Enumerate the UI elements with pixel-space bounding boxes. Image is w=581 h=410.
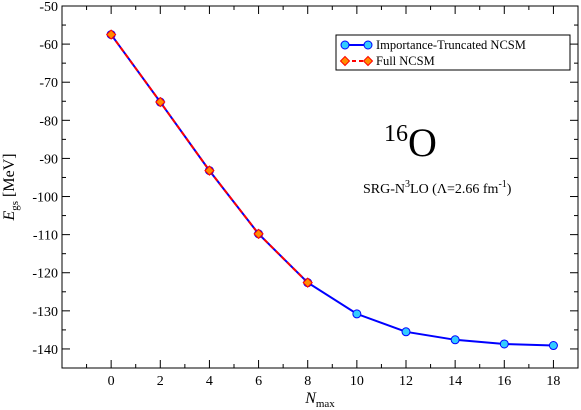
data-point-0 (450, 335, 460, 345)
data-point-1 (204, 165, 215, 176)
data-point-0 (352, 309, 362, 319)
y-tick-label: -60 (39, 38, 58, 53)
legend-marker-full-ncsm (339, 55, 351, 67)
data-point-1 (155, 96, 166, 108)
legend-marker-it-ncsm (340, 40, 350, 50)
nucleus-label: 16O (384, 120, 437, 165)
series-line-1 (110, 33, 309, 284)
y-tick-label: -140 (32, 343, 58, 358)
data-point-0 (499, 339, 509, 349)
data-point-1 (253, 228, 264, 240)
x-axis-title: Nmax (304, 390, 335, 410)
y-tick-label: -70 (39, 76, 58, 91)
plot-frame (61, 5, 579, 369)
legend: Importance-Truncated NCSM Full NCSM (335, 34, 571, 71)
x-tick-label: 10 (350, 374, 364, 389)
series-line-0 (110, 33, 554, 347)
data-point-1 (105, 29, 117, 40)
data-point-1 (302, 277, 313, 288)
legend-marker-it-ncsm (363, 40, 373, 50)
x-tick-label: 18 (546, 374, 560, 389)
y-tick-label: -100 (32, 191, 58, 206)
x-tick-label: 12 (399, 374, 413, 389)
y-tick-label: -90 (39, 152, 58, 167)
x-tick-label: 8 (304, 374, 311, 389)
x-tick-label: 4 (206, 374, 213, 389)
legend-box (335, 34, 571, 71)
y-tick-label: -130 (32, 305, 58, 320)
x-tick-label: 14 (448, 374, 462, 389)
y-tick-label: -50 (39, 0, 58, 15)
data-point-0 (548, 341, 558, 351)
x-tick-label: 6 (255, 374, 262, 389)
y-tick-label: -80 (39, 114, 58, 129)
data-point-0 (401, 327, 411, 337)
series-markers (105, 29, 558, 351)
y-axis-title: Egs [MeV] (1, 153, 21, 221)
x-tick-label: 0 (108, 374, 115, 389)
y-tick-label: -110 (33, 229, 58, 244)
interaction-label: SRG-N3LO (Λ=2.66 fm-1) (363, 179, 512, 197)
series-lines (110, 33, 554, 347)
x-tick-label: 2 (157, 374, 164, 389)
y-axis-ticks: -50 -60 -70 -80 -90 -100 -110 -120 -130 -140 (32, 0, 578, 369)
legend-label-full-ncsm: Full NCSM (376, 54, 435, 68)
y-tick-label: -120 (32, 267, 58, 282)
legend-marker-full-ncsm (362, 55, 374, 67)
legend-label-it-ncsm: Importance-Truncated NCSM (376, 38, 526, 52)
x-tick-label: 16 (497, 374, 511, 389)
x-axis-ticks: 0 2 4 6 8 10 12 14 16 18 (86, 6, 560, 389)
